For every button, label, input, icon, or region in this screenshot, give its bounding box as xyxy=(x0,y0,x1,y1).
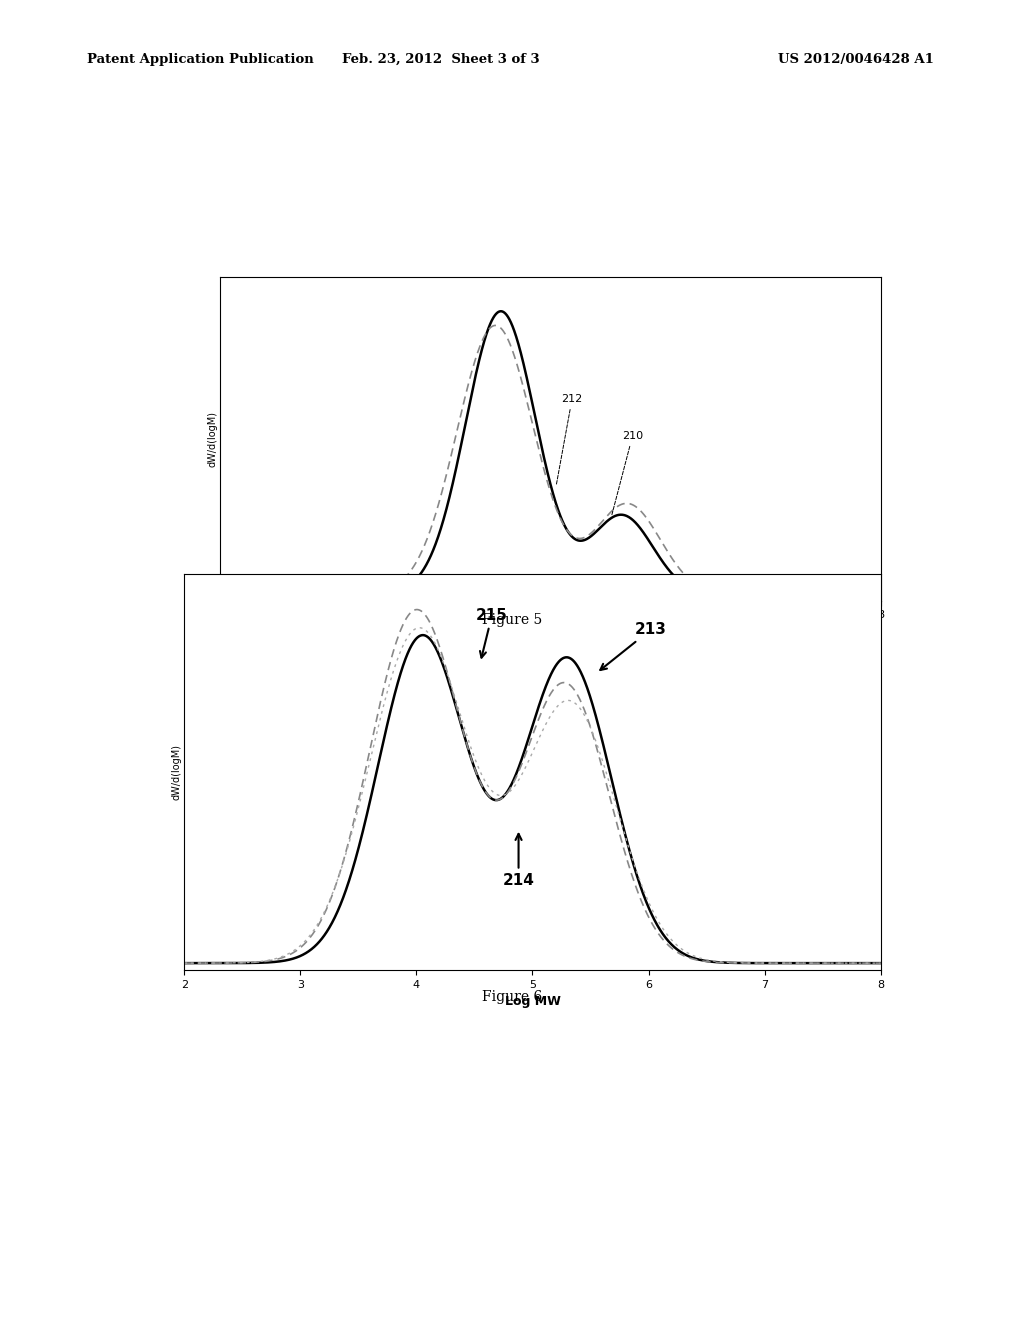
Text: 214: 214 xyxy=(503,834,535,888)
X-axis label: Log MW: Log MW xyxy=(505,995,560,1008)
X-axis label: Log MW: Log MW xyxy=(525,626,575,636)
Text: 213: 213 xyxy=(600,622,667,671)
Text: Patent Application Publication: Patent Application Publication xyxy=(87,53,313,66)
Y-axis label: dW/d(logM): dW/d(logM) xyxy=(172,744,181,800)
Text: 212: 212 xyxy=(556,395,583,484)
Text: 215: 215 xyxy=(476,609,508,657)
Text: 210: 210 xyxy=(611,430,643,516)
Text: Feb. 23, 2012  Sheet 3 of 3: Feb. 23, 2012 Sheet 3 of 3 xyxy=(342,53,539,66)
Text: Figure 6: Figure 6 xyxy=(482,990,542,1003)
Y-axis label: dW/d(logM): dW/d(logM) xyxy=(208,411,217,467)
Text: Figure 5: Figure 5 xyxy=(482,614,542,627)
Text: US 2012/0046428 A1: US 2012/0046428 A1 xyxy=(778,53,934,66)
